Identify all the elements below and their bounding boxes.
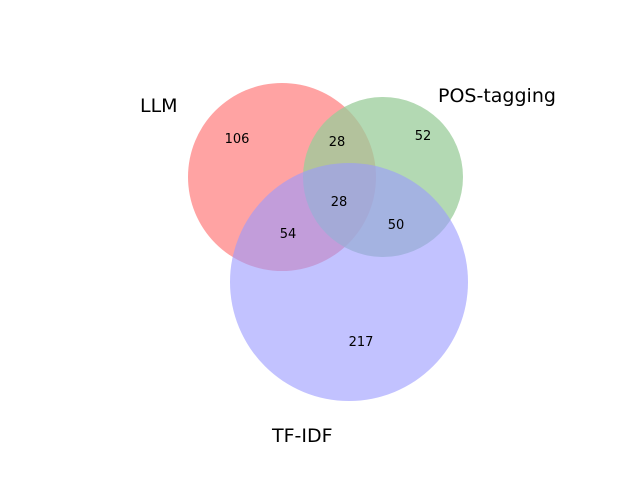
- region-count-all-three: 28: [331, 195, 348, 210]
- set-label-tf-idf: TF-IDF: [271, 425, 333, 447]
- venn-circles: [188, 83, 468, 401]
- set-label-llm: LLM: [140, 95, 178, 117]
- region-count-tfidf-only: 217: [349, 335, 374, 350]
- region-count-pos-only: 52: [415, 129, 432, 144]
- region-count-llm-only: 106: [225, 132, 250, 147]
- circle-tf-idf: [230, 163, 468, 401]
- region-count-llm-pos: 28: [329, 135, 346, 150]
- region-count-llm-tfidf: 54: [280, 227, 297, 242]
- set-label-pos-tagging: POS-tagging: [438, 85, 556, 107]
- region-count-pos-tfidf: 50: [388, 218, 405, 233]
